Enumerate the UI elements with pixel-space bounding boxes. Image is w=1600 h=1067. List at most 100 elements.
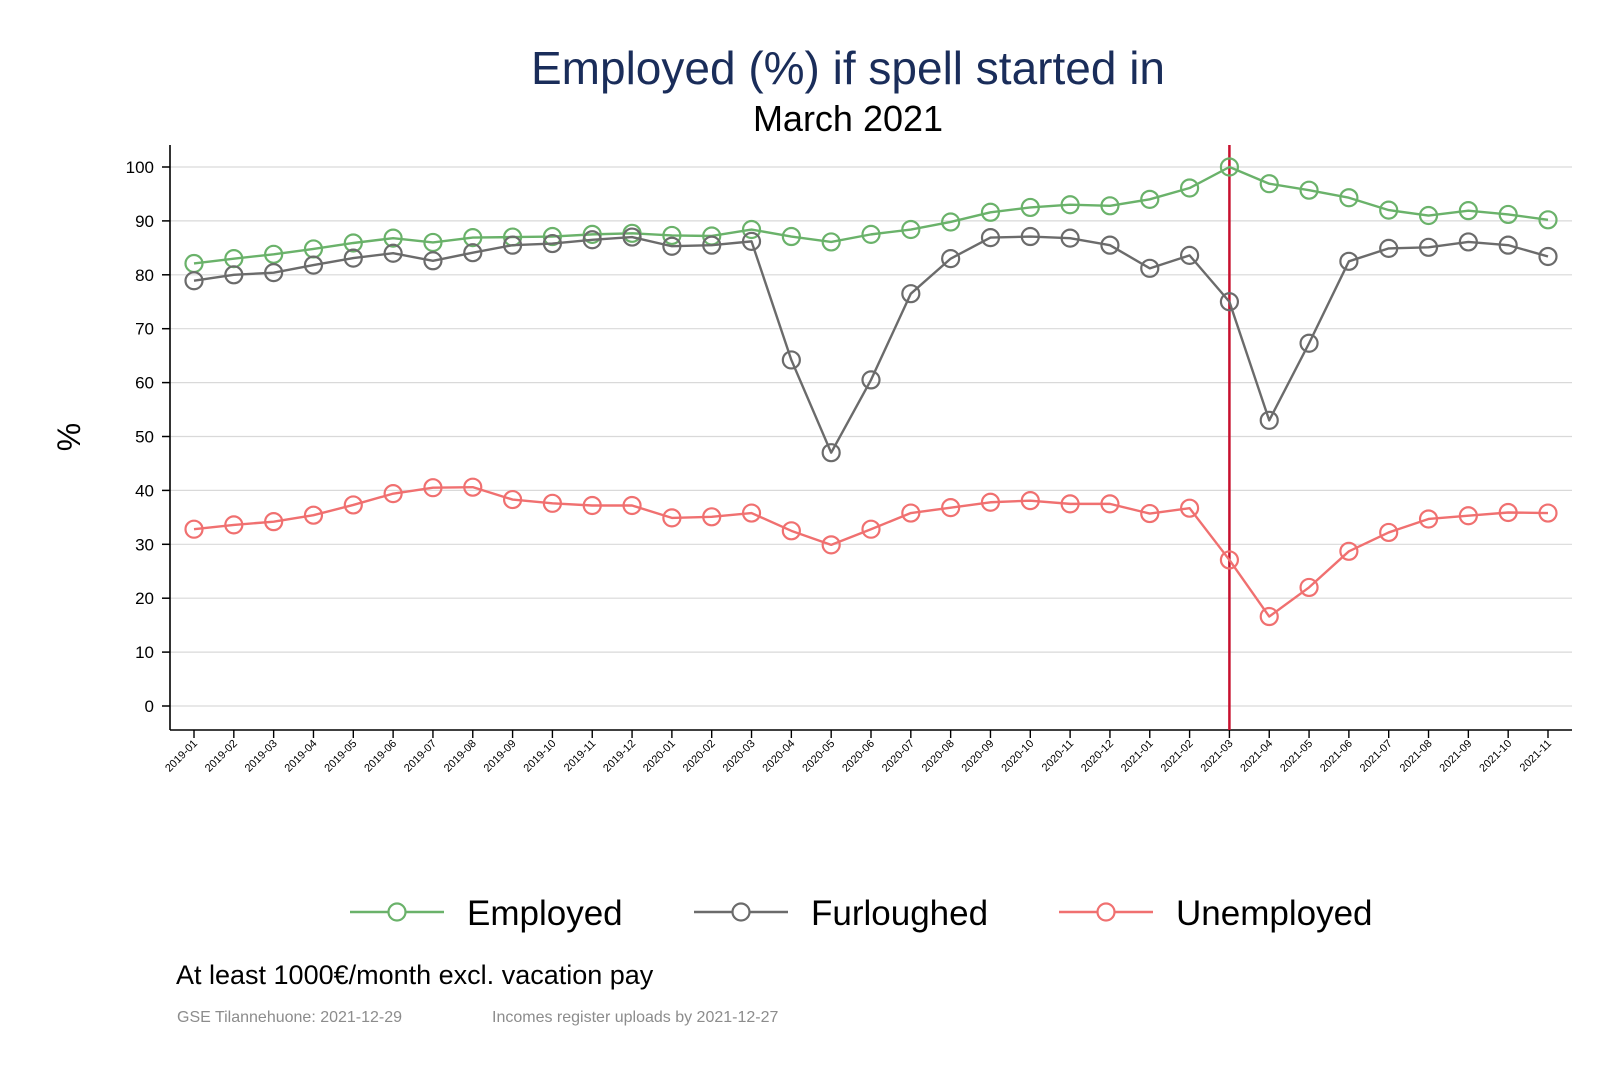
- x-tick-label: 2021-08: [1398, 738, 1435, 775]
- point-unemployed-2019-10: [542, 493, 563, 513]
- x-tick-label: 2019-01: [163, 738, 200, 775]
- legend-label-employed: Employed: [467, 894, 623, 933]
- x-tick-label: 2019-05: [322, 738, 359, 775]
- point-furloughed-2020-07: [901, 284, 921, 304]
- point-employed-2019-02: [224, 249, 244, 269]
- legend-marker-employed: [387, 902, 407, 922]
- point-unemployed-2020-01: [662, 508, 682, 528]
- point-unemployed-2021-01: [1140, 503, 1160, 524]
- point-unemployed-2020-10: [1020, 491, 1040, 511]
- point-furloughed-2021-10: [1498, 235, 1518, 255]
- x-tick-label: 2019-09: [482, 738, 519, 775]
- point-furloughed-2019-01: [184, 271, 204, 291]
- point-employed-2019-08: [463, 228, 483, 248]
- point-furloughed-2019-06: [383, 243, 403, 263]
- legend-marker-unemployed: [1096, 902, 1116, 922]
- point-furloughed-2020-03: [741, 231, 762, 251]
- y-tick-label: 50: [135, 428, 154, 447]
- point-employed-2020-03: [741, 219, 762, 240]
- x-tick-label: 2020-07: [880, 738, 917, 775]
- x-tick-label: 2021-10: [1477, 738, 1514, 775]
- series-line-unemployed: [193, 485, 1549, 618]
- x-tick-label: 2020-12: [1079, 738, 1116, 775]
- y-tick-label: 0: [145, 697, 154, 716]
- point-employed-2020-06: [861, 224, 881, 244]
- point-furloughed-2019-09: [502, 235, 523, 255]
- point-employed-2021-08: [1418, 205, 1439, 226]
- axes: [169, 145, 1572, 731]
- point-employed-2020-12: [1100, 196, 1120, 216]
- point-unemployed-2021-06: [1339, 541, 1359, 561]
- point-furloughed-2021-01: [1140, 258, 1160, 278]
- point-unemployed-2019-03: [264, 512, 284, 532]
- point-furloughed-2019-02: [224, 265, 244, 285]
- x-tick-label: 2020-09: [960, 738, 997, 775]
- x-tick-label: 2021-07: [1358, 738, 1395, 775]
- point-unemployed-2020-12: [1100, 494, 1120, 514]
- x-tick-label: 2019-11: [562, 738, 598, 774]
- point-furloughed-2020-02: [702, 235, 722, 255]
- point-unemployed-2021-03: [1219, 550, 1240, 570]
- point-unemployed-2021-09: [1458, 506, 1478, 526]
- point-furloughed-2019-05: [343, 248, 363, 268]
- x-tick-label: 2021-06: [1318, 738, 1355, 775]
- point-furloughed-2019-12: [622, 227, 642, 247]
- y-tick-label: 60: [135, 374, 154, 393]
- y-tick-label: 20: [135, 589, 154, 608]
- point-employed-2019-04: [303, 239, 324, 259]
- point-unemployed-2019-01: [184, 519, 204, 539]
- x-tick-label: 2020-03: [721, 738, 758, 775]
- point-employed-2021-02: [1179, 178, 1200, 198]
- point-employed-2019-01: [184, 253, 204, 274]
- point-furloughed-2021-09: [1458, 232, 1478, 252]
- x-axis-ticks: 2019-01 2019-02 2019-03 2019-04 2019-05 2019-…: [163, 730, 1554, 775]
- point-unemployed-2020-03: [741, 503, 762, 523]
- x-tick-label: 2020-08: [920, 738, 957, 775]
- x-tick-label: 2020-02: [681, 738, 718, 775]
- x-tick-label: 2019-12: [601, 738, 638, 775]
- legend-item-unemployed: Unemployed: [1059, 894, 1373, 933]
- x-tick-label: 2021-01: [1119, 738, 1156, 775]
- y-tick-label: 30: [135, 535, 154, 554]
- point-furloughed-2019-04: [303, 255, 324, 275]
- x-tick-label: 2020-01: [641, 738, 678, 775]
- point-unemployed-2021-10: [1498, 502, 1518, 523]
- x-tick-label: 2021-04: [1238, 738, 1275, 775]
- point-furloughed-2019-08: [463, 243, 483, 263]
- point-employed-2019-10: [542, 226, 563, 247]
- point-unemployed-2019-06: [383, 484, 403, 504]
- point-employed-2021-09: [1458, 201, 1478, 221]
- point-furloughed-2020-04: [781, 350, 801, 370]
- point-employed-2021-03: [1219, 157, 1240, 177]
- point-furloughed-2021-08: [1418, 237, 1439, 257]
- point-furloughed-2020-11: [1060, 228, 1080, 248]
- point-furloughed-2021-11: [1538, 246, 1558, 267]
- point-furloughed-2020-01: [662, 236, 682, 256]
- point-employed-2021-05: [1299, 180, 1319, 200]
- point-unemployed-2019-11: [582, 495, 602, 516]
- legend: Employed Furloughed Unemployed: [350, 894, 1373, 933]
- point-furloughed-2020-10: [1020, 226, 1040, 247]
- x-tick-label: 2021-05: [1278, 738, 1315, 775]
- point-unemployed-2020-11: [1060, 494, 1080, 514]
- point-furloughed-2020-05: [821, 443, 841, 463]
- point-furloughed-2021-06: [1339, 251, 1359, 271]
- legend-label-unemployed: Unemployed: [1176, 894, 1373, 933]
- point-unemployed-2019-08: [463, 477, 483, 497]
- point-employed-2020-05: [821, 232, 841, 252]
- point-furloughed-2019-11: [582, 230, 602, 250]
- point-furloughed-2021-02: [1179, 245, 1200, 265]
- source-right: Incomes register uploads by 2021-12-27: [492, 1009, 778, 1026]
- point-furloughed-2021-05: [1299, 333, 1319, 353]
- point-unemployed-2021-02: [1179, 498, 1200, 518]
- x-tick-label: 2021-11: [1518, 738, 1554, 774]
- point-furloughed-2021-04: [1259, 410, 1279, 430]
- point-unemployed-2020-05: [821, 535, 841, 555]
- legend-item-employed: Employed: [350, 894, 623, 933]
- x-tick-label: 2019-06: [362, 738, 399, 775]
- x-tick-label: 2020-11: [1040, 738, 1076, 774]
- x-tick-label: 2019-04: [283, 738, 320, 775]
- point-unemployed-2021-04: [1259, 606, 1279, 627]
- y-tick-label: 40: [135, 481, 154, 500]
